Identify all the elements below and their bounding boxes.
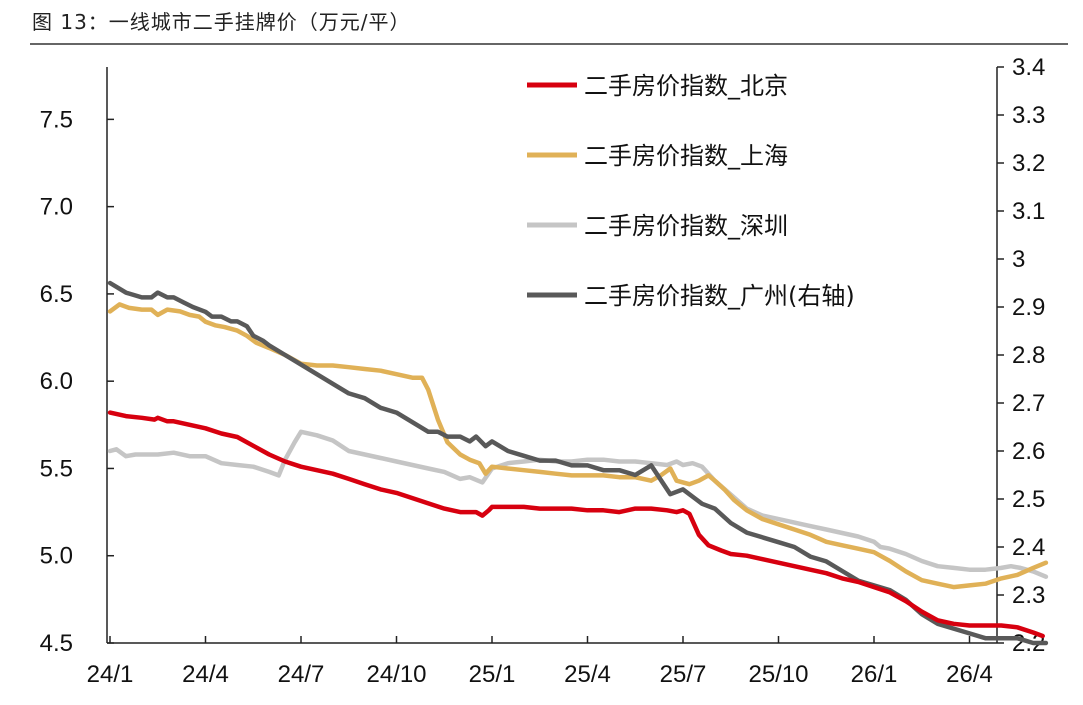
x-axis-tick-label: 25/1 — [469, 661, 516, 688]
left-axis-tick-label: 5.0 — [40, 543, 73, 570]
x-axis-tick-label: 24/10 — [366, 661, 426, 688]
x-axis-tick-label: 26/1 — [851, 661, 898, 688]
right-axis-tick-label: 2.9 — [1012, 294, 1045, 321]
right-axis-tick-label: 3.2 — [1012, 150, 1045, 177]
right-axis-tick-label: 2.8 — [1012, 342, 1045, 369]
right-axis-tick-label: 3.1 — [1012, 198, 1045, 225]
legend-label: 二手房价指数_北京 — [584, 72, 788, 100]
x-axis-tick-label: 24/4 — [182, 661, 229, 688]
legend-label: 二手房价指数_深圳 — [584, 212, 788, 240]
left-axis-tick-label: 7.5 — [40, 106, 73, 133]
right-axis-tick-label: 2.3 — [1012, 582, 1045, 609]
x-axis-tick-label: 25/10 — [748, 661, 808, 688]
legend-label: 二手房价指数_广州(右轴) — [584, 282, 855, 310]
x-axis-tick-label: 25/7 — [660, 661, 707, 688]
x-axis-tick-label: 26/4 — [946, 661, 993, 688]
left-axis-tick-label: 5.5 — [40, 455, 73, 482]
right-axis-tick-label: 3.3 — [1012, 102, 1045, 129]
x-axis-tick-label: 25/4 — [564, 661, 611, 688]
right-axis-tick-label: 2.4 — [1012, 534, 1045, 561]
right-axis-tick-label: 3 — [1012, 246, 1025, 273]
series-line-0 — [107, 410, 1045, 639]
left-axis-tick-label: 7.0 — [40, 194, 73, 221]
x-axis-tick-label: 24/7 — [278, 661, 325, 688]
legend-label: 二手房价指数_上海 — [584, 142, 788, 170]
x-axis-tick-label: 24/1 — [87, 661, 134, 688]
right-axis-tick-label: 3.4 — [1012, 54, 1045, 81]
left-axis-tick-label: 4.5 — [40, 630, 73, 657]
chart-caption: 图 13：一线城市二手挂牌价（万元/平） — [32, 10, 411, 34]
right-axis-tick-label: 2.7 — [1012, 390, 1045, 417]
series-lines — [107, 280, 1049, 646]
series-line-2 — [107, 429, 1049, 579]
left-axis-tick-label: 6.0 — [40, 368, 73, 395]
axes: 4.55.05.56.06.57.07.52.22.32.42.52.62.72… — [40, 54, 1046, 688]
right-axis-tick-label: 2.6 — [1012, 438, 1045, 465]
right-axis-tick-label: 2.5 — [1012, 486, 1045, 513]
left-axis-tick-label: 6.5 — [40, 281, 73, 308]
series-line-1 — [107, 302, 1049, 590]
